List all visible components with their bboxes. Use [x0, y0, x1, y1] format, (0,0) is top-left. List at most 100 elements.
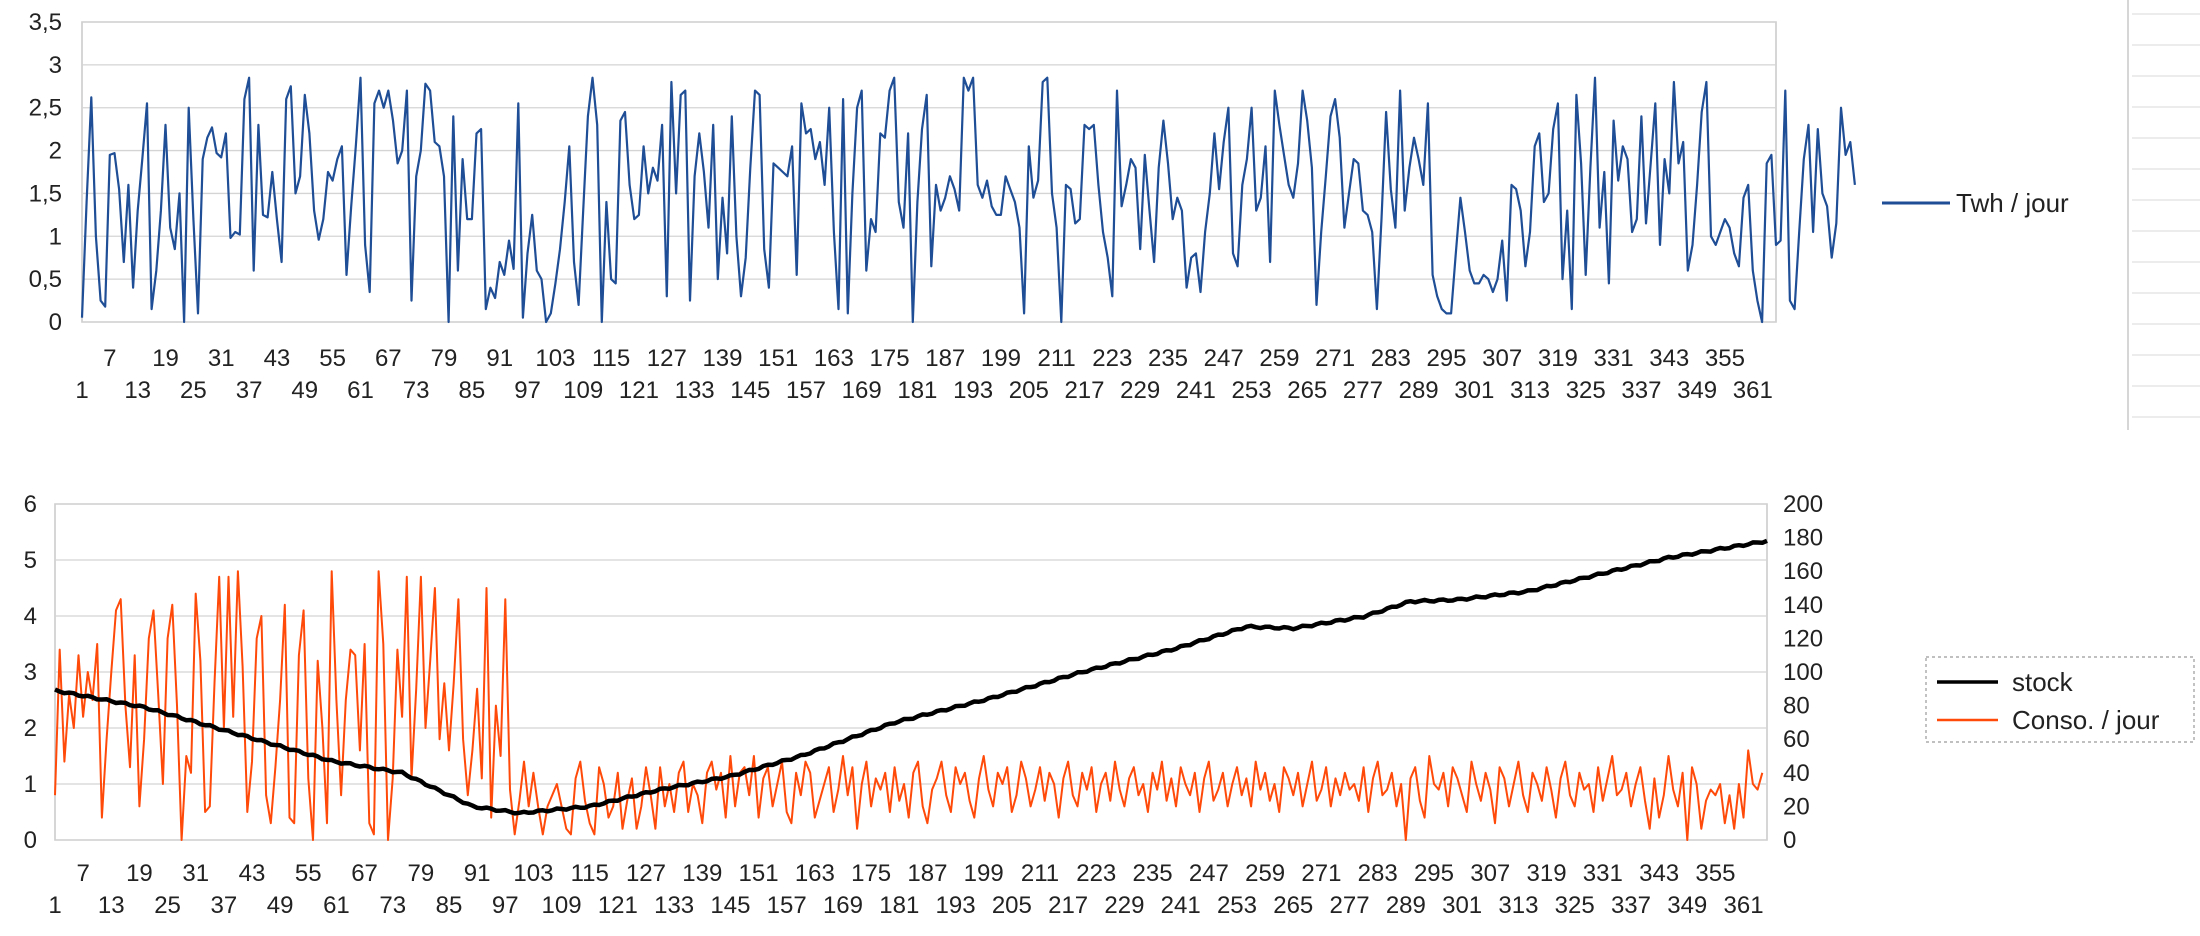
- series-line-stock: [54, 538, 1768, 816]
- x-tick-label: 109: [542, 892, 582, 919]
- x-tick-label: 199: [964, 860, 1004, 887]
- x-tick-label: 133: [675, 377, 715, 404]
- x-tick-label: 217: [1064, 377, 1104, 404]
- y-right-tick-label: 100: [1783, 659, 1823, 686]
- x-tick-label: 25: [180, 377, 207, 404]
- y-tick-label: 0,5: [29, 266, 62, 293]
- x-tick-label: 277: [1330, 892, 1370, 919]
- x-tick-label: 283: [1371, 345, 1411, 372]
- x-tick-label: 331: [1583, 860, 1623, 887]
- x-tick-label: 319: [1538, 345, 1578, 372]
- x-tick-label: 49: [267, 892, 294, 919]
- x-tick-label: 91: [486, 345, 513, 372]
- x-tick-label: 109: [563, 377, 603, 404]
- x-tick-label: 169: [823, 892, 863, 919]
- x-tick-label: 229: [1120, 377, 1160, 404]
- y-right-tick-label: 80: [1783, 693, 1810, 720]
- x-tick-label: 253: [1217, 892, 1257, 919]
- y-tick-label: 0: [49, 309, 62, 336]
- y-left-tick-label: 0: [24, 827, 37, 854]
- x-tick-label: 289: [1386, 892, 1426, 919]
- x-tick-label: 205: [1009, 377, 1049, 404]
- legend-1[interactable]: Twh / jour: [1882, 188, 2069, 218]
- x-tick-label: 133: [654, 892, 694, 919]
- legend-2[interactable]: stock Conso. / jour: [1925, 656, 2195, 743]
- x-tick-label: 187: [907, 860, 947, 887]
- x-tick-label: 79: [408, 860, 435, 887]
- x-tick-label: 97: [492, 892, 519, 919]
- x-tick-label: 331: [1594, 345, 1634, 372]
- x-tick-label: 73: [403, 377, 430, 404]
- x-tick-label: 67: [375, 345, 402, 372]
- x-tick-label: 307: [1470, 860, 1510, 887]
- x-tick-label: 7: [103, 345, 116, 372]
- x-tick-label: 325: [1566, 377, 1606, 404]
- y-left-tick-label: 2: [24, 715, 37, 742]
- series-lines-1: [80, 76, 1856, 324]
- x-tick-label: 121: [598, 892, 638, 919]
- y-right-tick-label: 160: [1783, 558, 1823, 585]
- x-tick-label: 115: [571, 860, 609, 887]
- x-tick-label: 61: [347, 377, 374, 404]
- x-tick-label: 139: [682, 860, 722, 887]
- y-axis-right-ticks-2: 0 20 40 60 80 100 120 140 160 180 200: [1783, 491, 1823, 854]
- x-tick-label: 319: [1527, 860, 1567, 887]
- x-tick-label: 91: [464, 860, 491, 887]
- x-tick-label: 19: [126, 860, 153, 887]
- y-right-tick-label: 180: [1783, 525, 1823, 552]
- x-tick-label: 361: [1733, 377, 1773, 404]
- x-tick-label: 1: [48, 892, 61, 919]
- x-tick-label: 235: [1148, 345, 1188, 372]
- y-right-tick-label: 60: [1783, 726, 1810, 753]
- x-tick-label: 181: [879, 892, 919, 919]
- x-tick-label: 349: [1677, 377, 1717, 404]
- legend-stock-label: stock: [2012, 667, 2074, 697]
- x-tick-label: 175: [851, 860, 891, 887]
- x-tick-label: 163: [795, 860, 835, 887]
- x-tick-label: 61: [323, 892, 350, 919]
- x-tick-label: 301: [1454, 377, 1494, 404]
- x-tick-label: 13: [98, 892, 125, 919]
- legend-2-frame: [1925, 656, 2195, 743]
- x-tick-label: 187: [925, 345, 965, 372]
- x-tick-label: 25: [154, 892, 181, 919]
- x-tick-label: 265: [1287, 377, 1327, 404]
- x-tick-label: 211: [1021, 860, 1059, 887]
- x-tick-label: 175: [870, 345, 910, 372]
- y-left-tick-label: 6: [24, 491, 37, 518]
- x-tick-label: 355: [1705, 345, 1745, 372]
- x-tick-label: 205: [992, 892, 1032, 919]
- x-tick-label: 145: [710, 892, 750, 919]
- y-axis-left-ticks-2: 0 1 2 3 4 5 6: [24, 491, 37, 854]
- x-tick-label: 181: [897, 377, 937, 404]
- x-tick-label: 271: [1315, 345, 1355, 372]
- y-right-tick-label: 140: [1783, 592, 1823, 619]
- chart-twh-per-day[interactable]: 00,511,522,533,5 7 19 31 43 55 67 79 91 103 115 12…: [29, 9, 1856, 404]
- x-tick-label: 31: [182, 860, 209, 887]
- y-left-tick-label: 1: [24, 771, 37, 798]
- x-tick-label: 313: [1510, 377, 1550, 404]
- x-tick-label: 265: [1273, 892, 1313, 919]
- x-tick-label: 223: [1092, 345, 1132, 372]
- x-tick-label: 121: [619, 377, 659, 404]
- x-tick-label: 67: [351, 860, 378, 887]
- legend-twh-label: Twh / jour: [1956, 188, 2069, 218]
- x-tick-label: 337: [1611, 892, 1651, 919]
- x-tick-label: 85: [436, 892, 463, 919]
- x-tick-label: 259: [1245, 860, 1285, 887]
- x-tick-label: 307: [1482, 345, 1522, 372]
- x-tick-label: 247: [1204, 345, 1244, 372]
- y-left-tick-label: 5: [24, 547, 37, 574]
- x-tick-label: 193: [936, 892, 976, 919]
- x-tick-label: 337: [1621, 377, 1661, 404]
- x-tick-label: 241: [1161, 892, 1201, 919]
- x-tick-label: 103: [513, 860, 553, 887]
- x-tick-label: 103: [535, 345, 575, 372]
- x-tick-label: 43: [264, 345, 291, 372]
- x-tick-label: 73: [379, 892, 406, 919]
- x-tick-label: 235: [1133, 860, 1173, 887]
- x-tick-label: 247: [1189, 860, 1229, 887]
- x-tick-label: 127: [647, 345, 687, 372]
- x-tick-label: 169: [842, 377, 882, 404]
